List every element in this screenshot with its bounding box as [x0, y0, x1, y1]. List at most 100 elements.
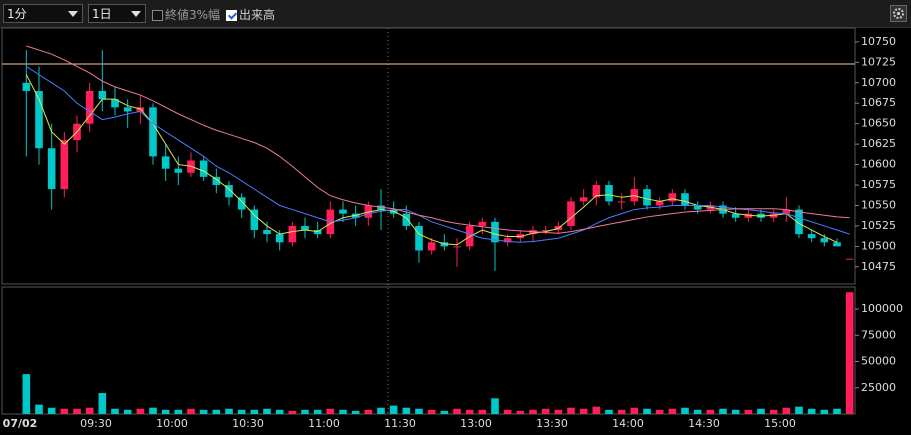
candle-body	[212, 176, 221, 186]
candle-body	[491, 221, 499, 243]
moving-average	[26, 45, 850, 234]
volume-bar	[845, 292, 854, 414]
y-tick-label: 10550	[861, 198, 896, 211]
volume-bar	[161, 409, 170, 414]
y-tick-label: 10725	[861, 55, 896, 68]
volume-bar	[402, 407, 411, 414]
candle-body	[123, 107, 132, 112]
volume-bar	[35, 404, 43, 414]
volume-bar	[149, 407, 157, 414]
candle-body	[478, 221, 487, 226]
volume-bar	[60, 408, 69, 414]
y-tick-label: 10500	[861, 239, 896, 252]
volume-bar	[719, 408, 727, 414]
period-select[interactable]: 1日	[88, 4, 146, 23]
volume-bar	[250, 409, 259, 414]
volume-bar	[554, 409, 563, 414]
candle-body	[263, 230, 271, 235]
candle-body	[161, 156, 170, 169]
volume-bar	[820, 409, 829, 414]
candle-body	[833, 242, 841, 247]
volume-bar	[681, 407, 689, 414]
candle-body	[98, 90, 107, 100]
y-tick-label: 10650	[861, 117, 896, 130]
checkbox[interactable]	[152, 10, 163, 21]
candle-body	[35, 90, 43, 149]
candle-body	[503, 238, 512, 243]
volume-panel	[1, 286, 856, 415]
candle-body	[567, 201, 575, 226]
candle-body	[199, 160, 208, 177]
volume-bar	[187, 408, 195, 414]
volume-bar	[85, 407, 94, 414]
candle-body	[782, 209, 791, 214]
candle-body	[820, 238, 829, 243]
option-label: 出来高	[239, 8, 276, 22]
candle-body	[693, 205, 702, 210]
y-tick-label: 10750	[861, 35, 896, 48]
volume-bar	[22, 374, 31, 414]
checkbox[interactable]	[226, 10, 237, 21]
price-panel	[1, 27, 856, 285]
volume-bar	[389, 405, 398, 414]
candle-body	[643, 189, 651, 206]
y-tick-label: 10700	[861, 76, 896, 89]
volume-bar	[491, 398, 499, 414]
volume-bar	[630, 407, 639, 414]
candle-body	[111, 99, 119, 108]
moving-average	[26, 66, 850, 243]
volume-bar	[427, 409, 436, 414]
volume-bar	[326, 408, 335, 414]
y-tick-label: 75000	[861, 328, 896, 341]
candle-body	[275, 234, 284, 243]
volume-bar	[478, 409, 487, 414]
y-tick-label: 25000	[861, 381, 896, 394]
candle-body	[807, 234, 816, 239]
settings-button[interactable]	[890, 5, 907, 22]
candle-body	[237, 197, 246, 210]
period-text: 1日	[92, 7, 112, 21]
volume-bar	[503, 409, 512, 414]
candle-body	[301, 225, 309, 231]
volume-bar	[377, 407, 385, 414]
volume-bar	[757, 408, 765, 414]
option-2[interactable]: 出来高	[226, 6, 275, 23]
candle-body	[681, 193, 689, 206]
volume-bar	[541, 408, 550, 414]
volume-bar	[351, 410, 360, 414]
volume-bar	[453, 408, 461, 414]
interval-select[interactable]: 1分	[3, 4, 83, 23]
volume-bar	[643, 408, 651, 414]
volume-bar	[605, 409, 613, 414]
candle-body	[795, 209, 803, 235]
volume-bar	[111, 408, 119, 414]
volume-bar	[263, 408, 271, 414]
volume-bar	[225, 408, 233, 414]
volume-bar	[795, 406, 803, 414]
volume-bar	[579, 408, 588, 414]
volume-bar	[174, 409, 183, 414]
candle-body	[149, 107, 157, 157]
y-tick-label: 10575	[861, 178, 896, 191]
candle-body	[85, 90, 94, 124]
volume-bar	[516, 410, 525, 414]
x-tick-label: 13:30	[536, 417, 568, 430]
candle-body	[22, 82, 31, 91]
candle-body	[250, 209, 259, 231]
y-tick-label: 50000	[861, 355, 896, 368]
x-tick-label: 09:30	[80, 417, 112, 430]
candle-body	[845, 258, 854, 260]
x-tick-label: 13:00	[460, 417, 492, 430]
candle-body	[579, 197, 588, 202]
option-1[interactable]: 終値3%幅	[152, 6, 220, 23]
x-tick-label: 10:30	[232, 417, 264, 430]
volume-bar	[529, 409, 537, 414]
volume-bar	[592, 406, 601, 414]
moving-average	[25, 74, 838, 246]
volume-bar	[655, 409, 664, 414]
volume-bar	[833, 408, 841, 414]
x-tick-label: 10:00	[156, 417, 188, 430]
volume-bar	[123, 409, 132, 414]
volume-bar	[567, 407, 575, 414]
